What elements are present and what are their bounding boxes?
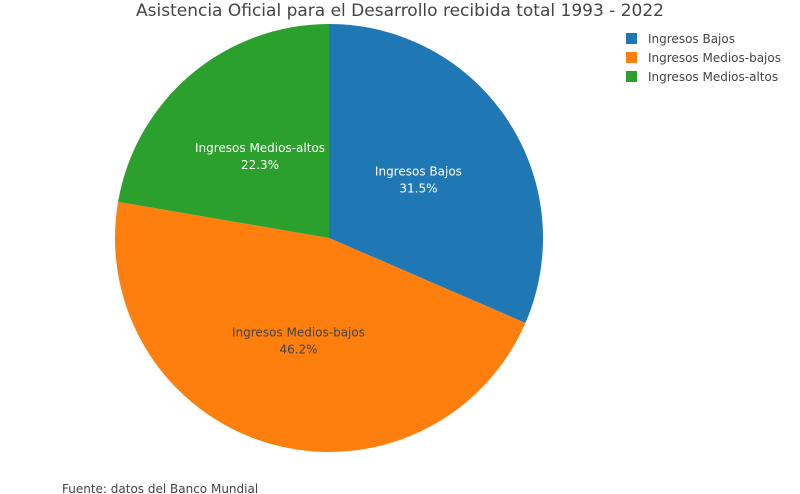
legend-label: Ingresos Medios-bajos	[648, 51, 781, 65]
pie-labels: Ingresos Bajos 31.5% Ingresos Medios-bajos…	[195, 141, 462, 356]
chart-title: Asistencia Oficial para el Desarrollo re…	[136, 1, 664, 21]
legend-swatch	[626, 71, 637, 82]
legend-label: Ingresos Medios-altos	[648, 70, 778, 84]
legend-swatch	[626, 33, 637, 44]
source-annotation: Fuente: datos del Banco Mundial	[62, 482, 258, 494]
legend: Ingresos Bajos Ingresos Medios-bajos Ingre…	[626, 32, 781, 84]
legend-label: Ingresos Bajos	[648, 32, 735, 46]
slice-value-ingresos-medios-altos: 22.3%	[241, 158, 279, 172]
slice-label-ingresos-medios-bajos: Ingresos Medios-bajos	[232, 326, 365, 340]
legend-swatch	[626, 52, 637, 63]
legend-item-ingresos-bajos[interactable]: Ingresos Bajos	[626, 32, 735, 46]
slice-label-ingresos-bajos: Ingresos Bajos	[375, 164, 462, 178]
pie-slice-ingresos-bajos[interactable]	[329, 24, 543, 323]
legend-item-ingresos-medios-altos[interactable]: Ingresos Medios-altos	[626, 70, 778, 84]
legend-item-ingresos-medios-bajos[interactable]: Ingresos Medios-bajos	[626, 51, 781, 65]
slice-value-ingresos-medios-bajos: 46.2%	[279, 343, 317, 357]
pie-slices	[115, 24, 543, 452]
pie-slice-ingresos-medios-altos[interactable]	[118, 24, 330, 238]
slice-value-ingresos-bajos: 31.5%	[399, 181, 437, 195]
slice-label-ingresos-medios-altos: Ingresos Medios-altos	[195, 141, 325, 155]
pie-slice-ingresos-medios-bajos[interactable]	[115, 201, 526, 452]
